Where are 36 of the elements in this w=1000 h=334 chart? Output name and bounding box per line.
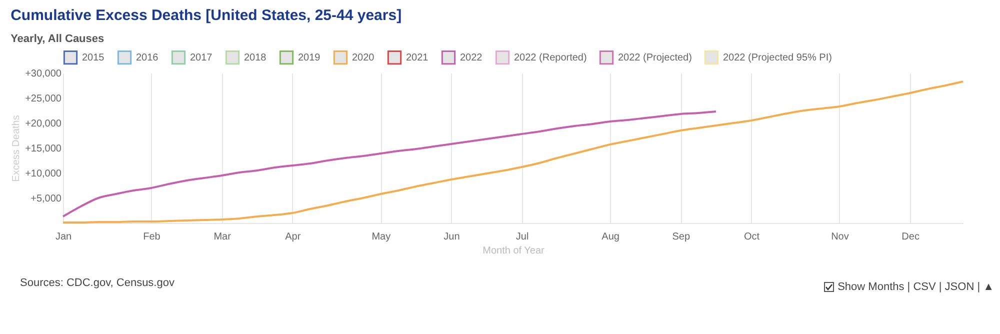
x-tick-label: Jan — [55, 232, 72, 242]
chart-subtitle: Yearly, All Causes — [10, 33, 104, 45]
y-tick-label: +25,000 — [25, 94, 62, 104]
x-tick-label: Dec — [902, 232, 920, 242]
y-tick-label: +30,000 — [25, 68, 62, 80]
x-tick-label: Feb — [143, 232, 161, 242]
y-tick-label: +20,000 — [25, 118, 62, 130]
source-note: Sources: CDC.gov, Census.gov — [20, 277, 174, 289]
x-tick-label: Oct — [744, 232, 760, 242]
legend-label: 2022 (Projected 95% PI) — [723, 52, 832, 64]
legend-label: 2021 — [406, 52, 429, 64]
x-tick-label: Aug — [602, 232, 620, 242]
x-tick-label: Jul — [516, 232, 529, 242]
y-tick-label: +15,000 — [25, 144, 62, 154]
legend-label: 2015 — [82, 52, 105, 64]
text: Show Months | CSV | JSON | ▲ — [838, 281, 994, 293]
x-tick-label: Sep — [672, 232, 690, 242]
x-tick-label: Mar — [214, 232, 232, 242]
x-tick-label: Nov — [831, 232, 849, 242]
legend-label: 2022 — [460, 52, 483, 64]
legend-label: 2018 — [244, 52, 267, 64]
legend-label: 2016 — [136, 52, 159, 64]
legend-label: 2020 — [352, 52, 375, 64]
legend-label: 2022 (Reported) — [514, 52, 587, 64]
x-tick-label: May — [372, 232, 391, 242]
legend-label: 2022 (Projected) — [618, 52, 692, 64]
y-tick-label: +5,000 — [30, 194, 62, 204]
x-axis-title: Month of Year — [482, 246, 546, 256]
line-series — [62, 110, 717, 218]
x-tick-label: Apr — [285, 232, 302, 242]
legend-label: 2019 — [298, 52, 321, 64]
y-tick-label: +10,000 — [25, 168, 62, 180]
line-series — [62, 80, 964, 224]
chart-title: Cumulative Excess Deaths [United States, 25-44 years] — [10, 7, 402, 24]
legend-label: 2017 — [190, 52, 213, 64]
x-tick-label: Jun — [444, 232, 460, 242]
